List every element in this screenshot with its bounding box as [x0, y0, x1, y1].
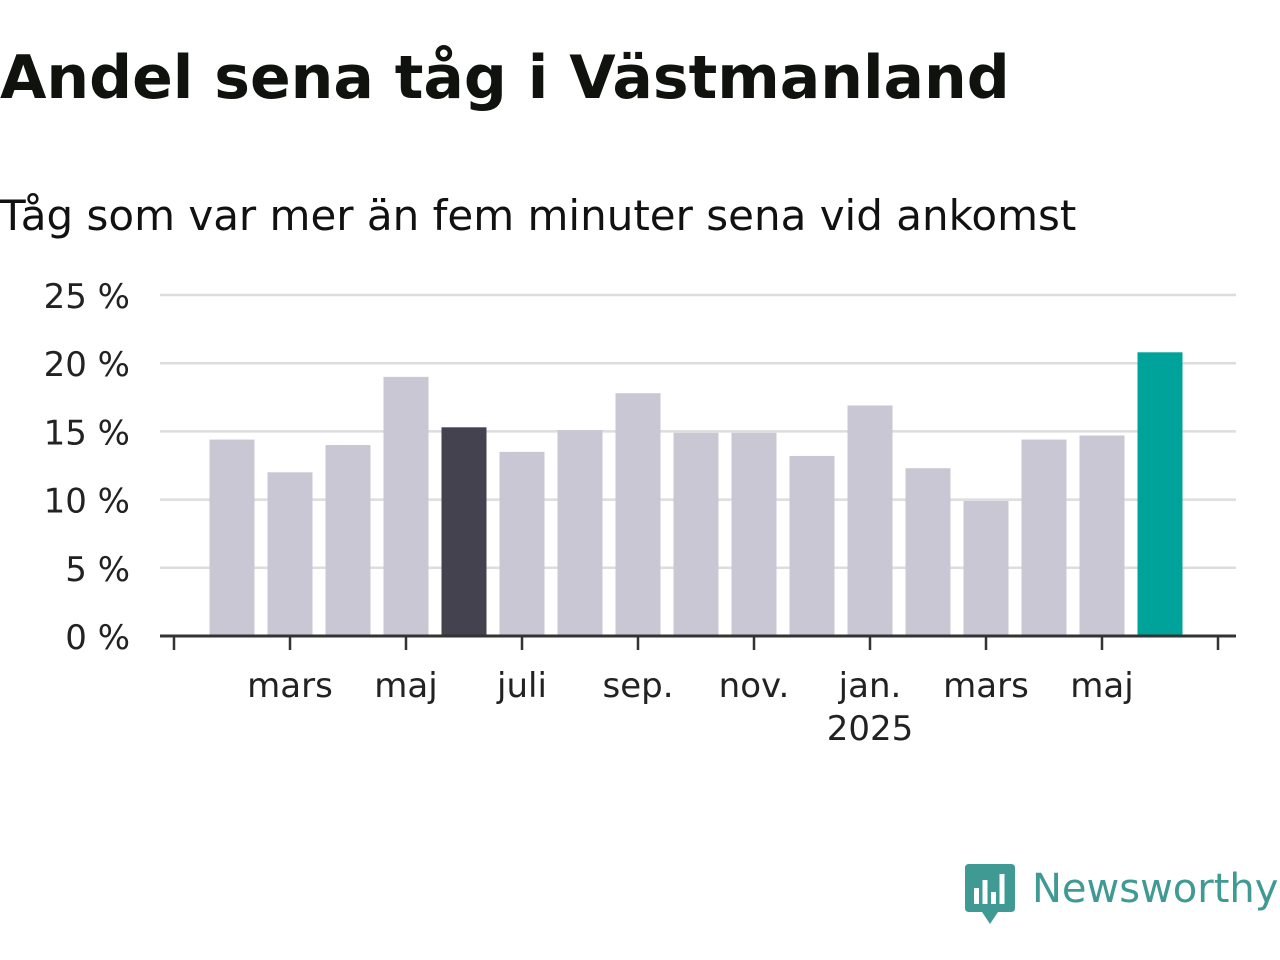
bar-2025-03	[963, 500, 1009, 636]
chart-subtitle: Tåg som var mer än fem minuter sena vid …	[0, 191, 1077, 240]
x-tick-label: juli	[496, 666, 547, 706]
bar-2025-06	[1137, 352, 1183, 636]
x-tick-label: maj	[374, 666, 437, 706]
x-tick-label: jan.	[838, 666, 902, 706]
bar-2024-11	[731, 432, 777, 636]
y-tick-label: 25 %	[44, 277, 130, 317]
y-tick-label: 15 %	[44, 413, 130, 453]
x-tick-label: mars	[247, 666, 333, 706]
bar-2024-10	[673, 432, 719, 636]
bar-2025-05	[1079, 435, 1125, 636]
x-tick-label: maj	[1070, 666, 1133, 706]
y-tick-label: 10 %	[44, 482, 130, 522]
bar-2024-02	[209, 439, 255, 636]
bar-2024-08	[557, 430, 603, 636]
bar-2024-07	[499, 451, 545, 636]
bar-2024-03	[267, 472, 313, 636]
y-tick-label: 0 %	[65, 618, 130, 658]
x-tick-label: mars	[943, 666, 1029, 706]
chart-title: Andel sena tåg i Västmanland	[0, 43, 1010, 113]
y-tick-label: 5 %	[65, 550, 130, 590]
x-tick-label: nov.	[719, 666, 790, 706]
y-tick-label: 20 %	[44, 345, 130, 385]
bar-2025-02	[905, 468, 951, 636]
bar-2024-04	[325, 445, 371, 636]
x-tick-label: sep.	[602, 666, 673, 706]
bar-2025-01	[847, 405, 893, 636]
bar-2024-06	[441, 427, 487, 636]
newsworthy-bar-chart-logo-icon	[965, 864, 1015, 924]
bar-2025-04	[1021, 439, 1067, 636]
bar-2024-09	[615, 393, 661, 636]
bar-2024-05	[383, 376, 429, 636]
x-tick-year-label: 2025	[827, 709, 914, 749]
brand-name: Newsworthy	[1032, 866, 1279, 912]
bar-2024-12	[789, 455, 835, 636]
newsworthy-logo: Newsworthy	[964, 862, 1278, 932]
